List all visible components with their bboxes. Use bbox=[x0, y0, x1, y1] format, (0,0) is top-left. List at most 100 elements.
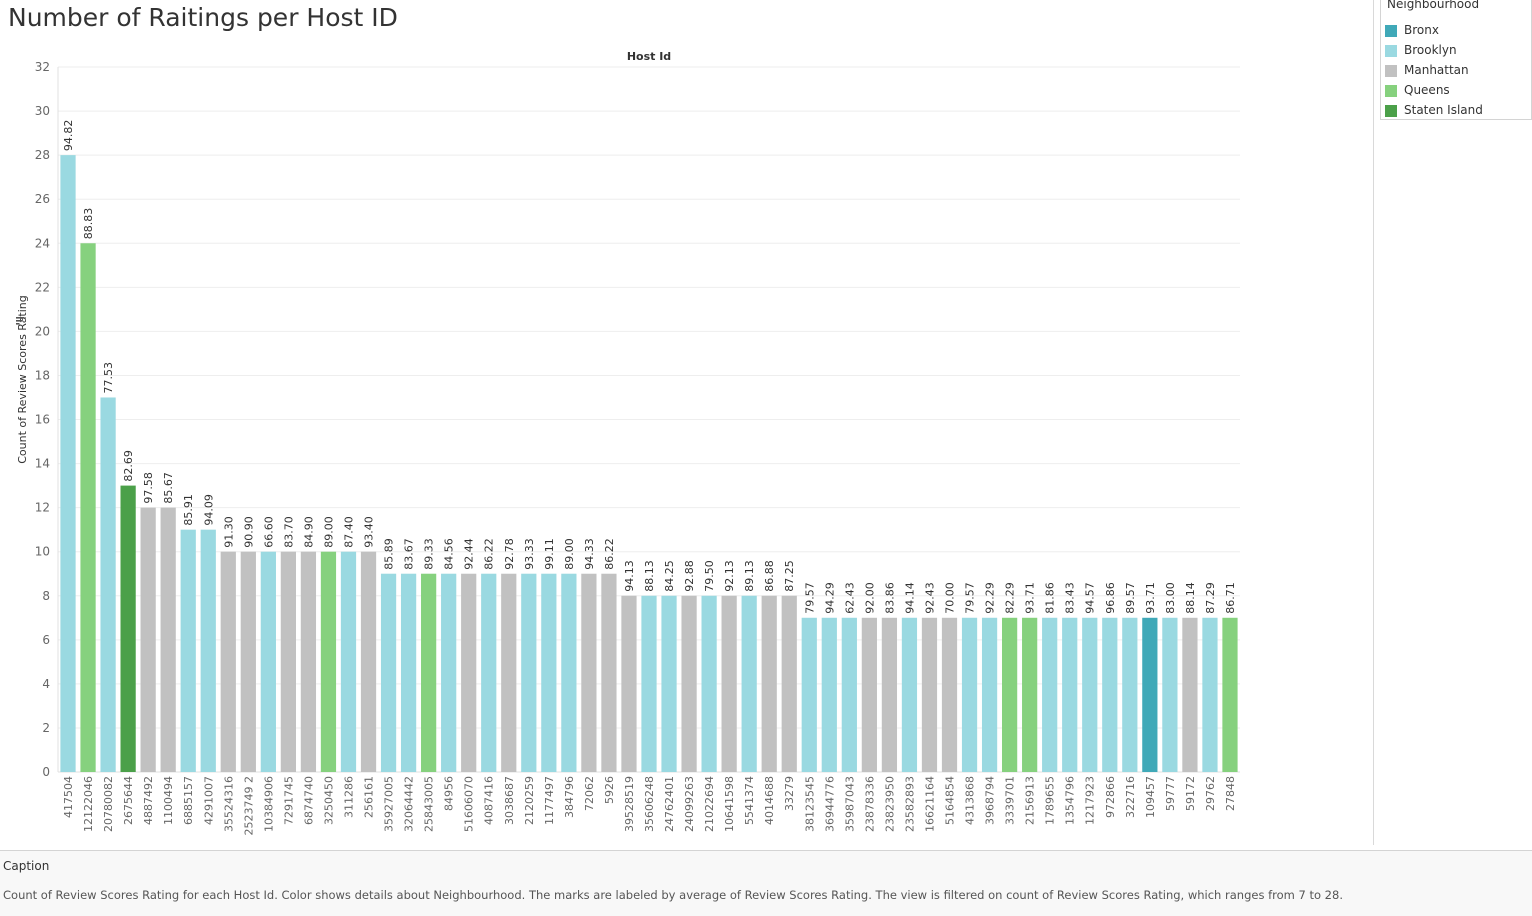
bar[interactable] bbox=[1022, 617, 1038, 772]
caption-text: Count of Review Scores Rating for each H… bbox=[3, 888, 1343, 902]
bar[interactable] bbox=[1082, 617, 1098, 772]
bar-value-label: 89.00 bbox=[322, 516, 335, 548]
bar[interactable] bbox=[761, 595, 777, 772]
x-tick-label: 5164854 bbox=[944, 776, 957, 825]
bar[interactable] bbox=[901, 617, 918, 772]
x-tick-label: 3250450 bbox=[322, 776, 335, 825]
bar-value-label: 83.00 bbox=[1164, 582, 1177, 614]
bar[interactable] bbox=[1222, 617, 1238, 772]
bar[interactable] bbox=[561, 573, 577, 772]
bar-value-label: 77.53 bbox=[102, 362, 115, 394]
bar[interactable] bbox=[100, 397, 116, 772]
bar[interactable] bbox=[421, 573, 437, 772]
bar-value-label: 86.71 bbox=[1224, 582, 1237, 614]
bar[interactable] bbox=[721, 595, 737, 772]
bar[interactable] bbox=[741, 595, 757, 772]
bar-value-label: 93.40 bbox=[363, 516, 376, 548]
bar[interactable] bbox=[160, 507, 176, 772]
bar[interactable] bbox=[240, 551, 256, 772]
bar[interactable] bbox=[1202, 617, 1218, 772]
bar-value-label: 66.60 bbox=[262, 516, 275, 548]
bar[interactable] bbox=[981, 617, 998, 772]
bar[interactable] bbox=[1142, 617, 1158, 772]
y-tick-label: 30 bbox=[35, 104, 50, 118]
bar[interactable] bbox=[701, 595, 717, 772]
bar[interactable] bbox=[1162, 617, 1178, 772]
bar[interactable] bbox=[941, 617, 958, 772]
y-axis-title: Count of Review Scores Rating bbox=[16, 295, 29, 464]
bar[interactable] bbox=[481, 573, 497, 772]
bar[interactable] bbox=[1001, 617, 1018, 772]
bar[interactable] bbox=[300, 551, 317, 772]
bar[interactable] bbox=[360, 551, 377, 772]
bar[interactable] bbox=[200, 529, 216, 772]
bar-value-label: 82.29 bbox=[1004, 582, 1017, 613]
bar[interactable] bbox=[340, 551, 357, 772]
x-tick-label: 4291007 bbox=[202, 776, 215, 825]
bar[interactable] bbox=[581, 573, 597, 772]
bar[interactable] bbox=[641, 595, 657, 772]
page-title: Number of Raitings per Host ID bbox=[8, 3, 398, 32]
bar-value-label: 88.14 bbox=[1184, 582, 1197, 614]
bar[interactable] bbox=[280, 551, 297, 772]
bar[interactable] bbox=[961, 617, 978, 772]
y-tick-label: 12 bbox=[35, 501, 50, 515]
x-tick-label: 39528519 bbox=[623, 776, 636, 832]
x-tick-label: 109457 bbox=[1144, 776, 1157, 818]
x-tick-label: 3339701 bbox=[1004, 776, 1017, 825]
bar[interactable] bbox=[921, 617, 938, 772]
y-tick-label: 0 bbox=[42, 765, 50, 779]
color-legend[interactable]: Neighbourhood Bronx Brooklyn Manhattan Q… bbox=[1380, 0, 1532, 120]
x-tick-label: 23823950 bbox=[883, 776, 896, 832]
x-tick-label: 24762401 bbox=[663, 776, 676, 832]
y-tick-label: 16 bbox=[35, 413, 50, 427]
bar[interactable] bbox=[501, 573, 517, 772]
bar[interactable] bbox=[801, 617, 817, 772]
bar-value-label: 99.11 bbox=[543, 538, 556, 570]
bar[interactable] bbox=[1062, 617, 1078, 772]
x-tick-label: 311286 bbox=[342, 776, 355, 818]
bar[interactable] bbox=[400, 573, 417, 772]
bar[interactable] bbox=[661, 595, 677, 772]
bar[interactable] bbox=[260, 551, 276, 772]
caption-panel: Caption Count of Review Scores Rating fo… bbox=[0, 850, 1532, 916]
bar[interactable] bbox=[841, 617, 857, 772]
x-tick-label: 59172 bbox=[1184, 776, 1197, 811]
bar[interactable] bbox=[881, 617, 898, 772]
x-tick-label: 35524316 bbox=[222, 776, 235, 832]
bar-value-label: 83.67 bbox=[403, 538, 416, 570]
bar[interactable] bbox=[681, 595, 697, 772]
bar[interactable] bbox=[781, 595, 797, 772]
bar[interactable] bbox=[320, 551, 337, 772]
bar[interactable] bbox=[180, 529, 196, 772]
bar-value-label: 86.22 bbox=[483, 538, 496, 570]
bar[interactable] bbox=[1042, 617, 1058, 772]
bar[interactable] bbox=[1182, 617, 1198, 772]
bar[interactable] bbox=[821, 617, 837, 772]
x-tick-label: 2675644 bbox=[122, 776, 135, 825]
y-tick-label: 22 bbox=[35, 280, 50, 294]
bar[interactable] bbox=[621, 595, 637, 772]
x-tick-label: 4087416 bbox=[483, 776, 496, 825]
bar[interactable] bbox=[380, 573, 397, 772]
bar[interactable] bbox=[441, 573, 457, 772]
bar[interactable] bbox=[120, 485, 136, 772]
bar[interactable] bbox=[461, 573, 477, 772]
bar[interactable] bbox=[220, 551, 236, 772]
legend-swatch-queens bbox=[1385, 85, 1397, 97]
bar[interactable] bbox=[861, 617, 877, 772]
bar[interactable] bbox=[1122, 617, 1138, 772]
legend-swatch-bronx bbox=[1385, 25, 1397, 37]
bar[interactable] bbox=[521, 573, 537, 772]
bar[interactable] bbox=[1102, 617, 1118, 772]
bar[interactable] bbox=[140, 507, 156, 772]
bar[interactable] bbox=[541, 573, 557, 772]
sort-icon bbox=[16, 323, 20, 325]
x-tick-label: 12122046 bbox=[82, 776, 95, 832]
bar-chart[interactable]: 0 2 4 6 8 10 12 14 16 18 20 22 24 26 28 30 32 Host Id Coun… bbox=[0, 40, 1372, 842]
bar[interactable] bbox=[80, 243, 96, 772]
legend-label: Manhattan bbox=[1404, 63, 1469, 77]
bar[interactable] bbox=[601, 573, 617, 772]
x-tick-label: 23878336 bbox=[863, 776, 876, 832]
bar[interactable] bbox=[60, 155, 76, 772]
